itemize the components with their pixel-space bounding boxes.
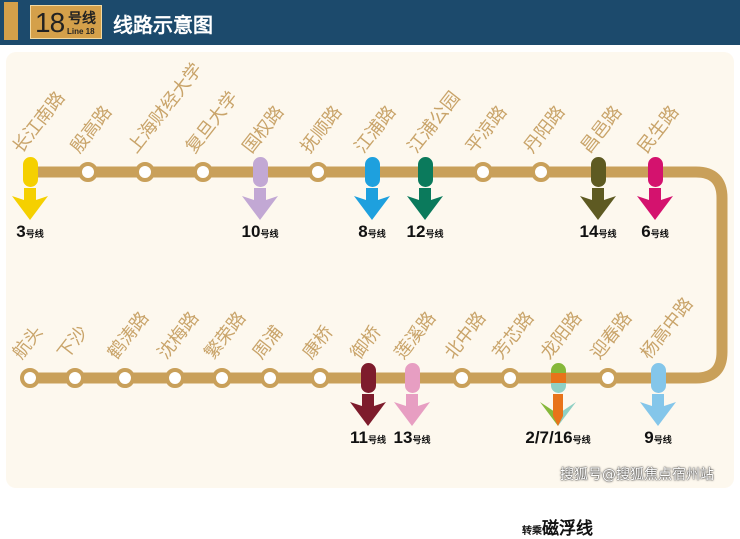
line-number: 18 bbox=[35, 7, 65, 38]
transfer-station-marker[interactable] bbox=[252, 157, 268, 187]
transfer-arrow-icon bbox=[640, 394, 676, 426]
transfer-line-number: 6 bbox=[641, 222, 651, 241]
transfer-station-marker[interactable] bbox=[550, 363, 566, 393]
station-dot[interactable] bbox=[500, 368, 520, 388]
transfer-line-number: 13 bbox=[393, 428, 413, 447]
transfer-line-number: 10 bbox=[241, 222, 261, 241]
watermark: 搜狐号@搜狐焦点宿州站 bbox=[560, 467, 714, 483]
transfer-arrow-icon bbox=[12, 188, 48, 220]
station-dot[interactable] bbox=[165, 368, 185, 388]
transfer-line-number: 3 bbox=[16, 222, 26, 241]
transfer-line-number: 9 bbox=[644, 428, 654, 447]
station-dot[interactable] bbox=[598, 368, 618, 388]
transfer-arrow-icon bbox=[407, 188, 443, 220]
route-map: 长江南路 3号线 殷高路 上海财经大学 复旦大学 国权路 10号线 抚顺路 江浦路 8号线 江浦公园… bbox=[6, 52, 734, 539]
transfer-line-label: 12号线 bbox=[407, 222, 444, 242]
line-suffix: 号线 bbox=[425, 229, 444, 239]
transfer-line-number: 8 bbox=[358, 222, 368, 241]
station-dot[interactable] bbox=[308, 162, 328, 182]
station-dot[interactable] bbox=[193, 162, 213, 182]
line-suffix: 号线 bbox=[367, 229, 386, 239]
transfer-line-name: 磁浮线 bbox=[542, 519, 593, 539]
station-dot[interactable] bbox=[260, 368, 280, 388]
transfer-line-label: 13号线 bbox=[394, 428, 431, 448]
line-track bbox=[30, 166, 728, 384]
transfer-arrow-icon bbox=[242, 188, 278, 220]
transfer-arrow-icon bbox=[350, 394, 386, 426]
line-suffix: 号线 bbox=[367, 435, 386, 445]
transfer-line-number: 12 bbox=[406, 222, 426, 241]
header-bar: 18 号线 Line 18 线路示意图 bbox=[0, 0, 740, 45]
line-english: Line 18 bbox=[67, 27, 95, 36]
line-suffix: 号线 bbox=[650, 229, 669, 239]
page-title: 线路示意图 bbox=[113, 13, 213, 37]
transfer-line-label: 2/7/16号线 bbox=[525, 428, 590, 448]
line-suffix: 号线 bbox=[412, 435, 431, 445]
transfer-station-marker[interactable] bbox=[360, 363, 376, 393]
transfer-line-label: 9号线 bbox=[644, 428, 671, 448]
transfer-line-number: 11 bbox=[350, 428, 368, 447]
station-dot[interactable] bbox=[473, 162, 493, 182]
transfer-station-marker[interactable] bbox=[590, 157, 606, 187]
transfer-arrow-icon bbox=[354, 188, 390, 220]
station-dot[interactable] bbox=[20, 368, 40, 388]
accent-bar bbox=[4, 2, 18, 40]
transfer-station-marker[interactable] bbox=[417, 157, 433, 187]
station-dot[interactable] bbox=[452, 368, 472, 388]
transfer-arrow-icon bbox=[540, 394, 576, 426]
transfer-station-marker[interactable] bbox=[22, 157, 38, 187]
line-suffix: 号线 bbox=[260, 229, 279, 239]
transfer-line-label: 11号线 bbox=[350, 428, 386, 448]
line-badge: 18 号线 Line 18 bbox=[30, 5, 102, 39]
transfer-line-label: 10号线 bbox=[242, 222, 279, 242]
transfer-station-marker[interactable] bbox=[364, 157, 380, 187]
station-dot[interactable] bbox=[135, 162, 155, 182]
transfer-prefix: 转乘 bbox=[522, 526, 542, 537]
station-dot[interactable] bbox=[310, 368, 330, 388]
station-dot[interactable] bbox=[115, 368, 135, 388]
station-dot[interactable] bbox=[65, 368, 85, 388]
transfer-line-label: 3号线 bbox=[16, 222, 43, 242]
station-dot[interactable] bbox=[531, 162, 551, 182]
transfer-arrow-icon bbox=[394, 394, 430, 426]
transfer-station-marker[interactable] bbox=[647, 157, 663, 187]
transfer-line-number: 2/7/16 bbox=[525, 428, 573, 447]
line-suffix: 号线 bbox=[572, 435, 591, 445]
station-dot[interactable] bbox=[212, 368, 232, 388]
transfer-station-marker[interactable] bbox=[650, 363, 666, 393]
transfer-note: 转乘磁浮线 bbox=[522, 514, 593, 539]
line-suffix: 号线 bbox=[653, 435, 672, 445]
transfer-station-marker[interactable] bbox=[404, 363, 420, 393]
transfer-arrow-icon bbox=[580, 188, 616, 220]
line-suffix: 号线 bbox=[598, 229, 617, 239]
transfer-line-label: 6号线 bbox=[641, 222, 668, 242]
transfer-arrow-icon bbox=[637, 188, 673, 220]
station-dot[interactable] bbox=[78, 162, 98, 182]
line-suffix: 号线 bbox=[25, 229, 44, 239]
transfer-line-number: 14 bbox=[579, 222, 599, 241]
transfer-line-label: 8号线 bbox=[358, 222, 385, 242]
line-suffix: 号线 bbox=[68, 11, 96, 27]
transfer-line-label: 14号线 bbox=[580, 222, 617, 242]
